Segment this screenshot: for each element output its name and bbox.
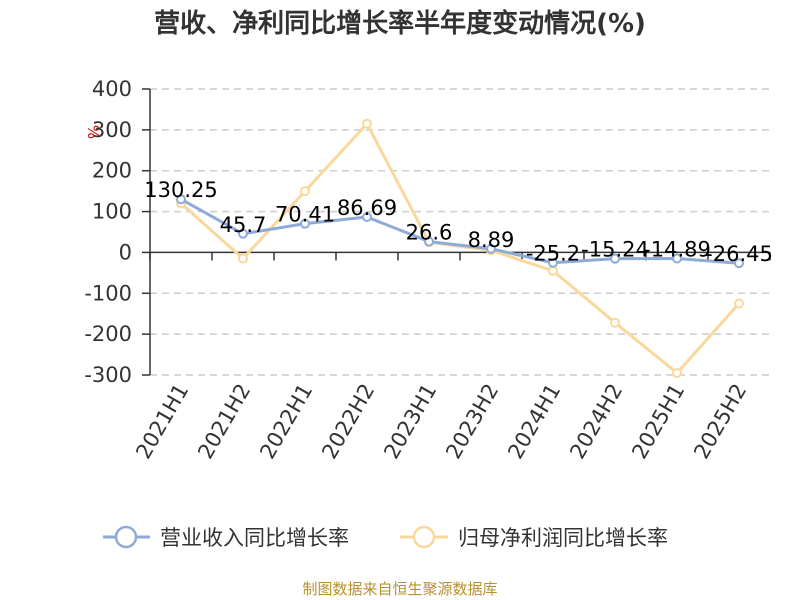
data-label: 130.25	[144, 178, 217, 202]
chart-title: 营收、净利同比增长率半年度变动情况(%)	[154, 8, 646, 39]
data-label: -15.24	[581, 238, 649, 262]
series-point-0	[176, 194, 186, 205]
y-tick-label: 200	[92, 159, 132, 183]
y-tick-label: 0	[119, 240, 132, 264]
series-point-1	[362, 118, 372, 129]
legend: 营业收入同比增长率 归母净利润同比增长率	[103, 525, 668, 550]
x-tick-label: 2022H2	[317, 380, 379, 464]
series-point-1	[300, 186, 310, 197]
series-lines	[176, 118, 744, 378]
series-point-0	[362, 212, 372, 223]
y-tick-label: -300	[84, 363, 132, 387]
data-label: 26.6	[406, 221, 453, 245]
y-axis-unit: %	[84, 125, 102, 139]
y-tick-label: 100	[92, 200, 132, 224]
legend-label-net-profit: 归母净利润同比增长率	[458, 526, 668, 550]
series-line-0	[180, 197, 740, 265]
data-label: 70.41	[275, 203, 335, 227]
data-label: -26.45	[705, 242, 773, 266]
x-tick-label: 2022H1	[255, 380, 317, 464]
series-point-0	[424, 236, 434, 247]
series-point-0	[610, 253, 620, 264]
series-point-0	[300, 218, 310, 229]
x-tick-label: 2024H2	[565, 380, 627, 464]
x-tick-label: 2025H2	[689, 380, 751, 464]
data-label: -14.89	[643, 238, 711, 262]
y-tick-label: 400	[92, 77, 132, 101]
y-tick-label: -200	[84, 322, 132, 346]
data-label: 86.69	[337, 196, 397, 220]
legend-item-revenue[interactable]: 营业收入同比增长率	[103, 525, 349, 550]
series-point-1	[734, 298, 744, 309]
x-tick-label: 2021H1	[131, 380, 193, 464]
x-tick-label: 2023H1	[379, 380, 441, 464]
data-label: 8.89	[468, 228, 515, 252]
source-note: 制图数据来自恒生聚源数据库	[302, 580, 497, 598]
grid-lines	[150, 88, 770, 376]
series-point-0	[238, 228, 248, 239]
x-tick-label: 2025H1	[627, 380, 689, 464]
x-tick-label: 2021H2	[193, 380, 255, 464]
x-tick-label: 2024H1	[503, 380, 565, 464]
data-label: 45.7	[220, 213, 267, 237]
series-point-0	[486, 243, 496, 254]
series-point-1	[672, 367, 682, 378]
legend-label-revenue: 营业收入同比增长率	[160, 526, 349, 550]
series-point-0	[734, 258, 744, 269]
data-label: -25.2	[526, 242, 580, 266]
series-point-0	[548, 257, 558, 268]
y-tick-label: 300	[92, 118, 132, 142]
x-tick-label: 2023H2	[441, 380, 503, 464]
series-point-0	[672, 253, 682, 264]
legend-item-net-profit[interactable]: 归母净利润同比增长率	[400, 525, 668, 550]
series-point-1	[548, 265, 558, 276]
series-point-1	[610, 317, 620, 328]
series-point-1	[238, 253, 248, 264]
y-tick-label: -100	[84, 281, 132, 305]
